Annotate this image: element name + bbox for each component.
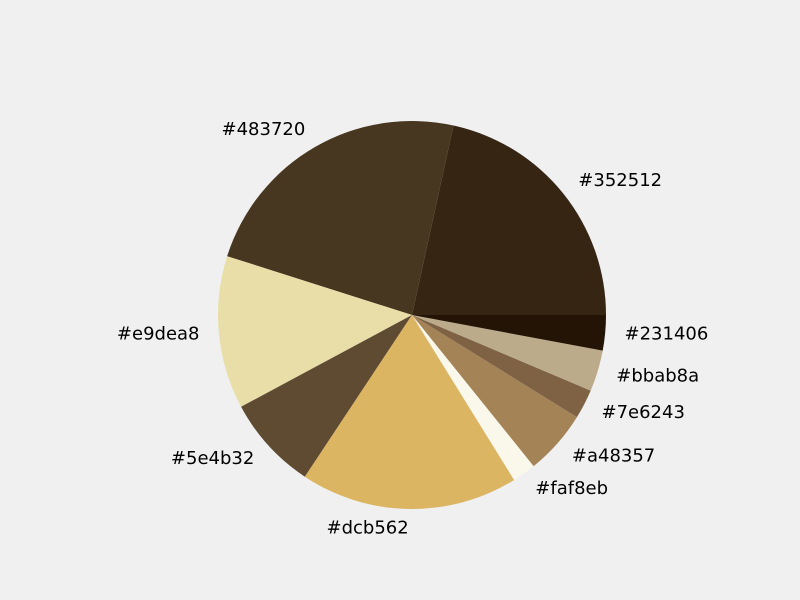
pie-slice [412, 315, 534, 480]
pie-slice [412, 315, 606, 351]
pie-slice-label: #e9dea8 [117, 324, 200, 345]
pie-slice [412, 315, 591, 418]
pie-slice-label: #a48357 [572, 445, 655, 466]
pie-slice-label: #dcb562 [327, 517, 409, 538]
pie-slices [217, 120, 606, 510]
pie-slice-label: #5e4b32 [171, 448, 254, 469]
pie-slice-label: #7e6243 [602, 402, 685, 423]
pie-slice [217, 256, 412, 407]
pie-slice-label: #bbab8a [616, 366, 699, 387]
pie-slice [241, 315, 412, 477]
pie-slice [304, 315, 515, 510]
pie-slice [412, 315, 577, 467]
pie-slice-label: #faf8eb [535, 478, 608, 499]
pie-slice-label: #483720 [222, 119, 306, 140]
pie-slice [412, 125, 606, 316]
pie-slice-label: #231406 [625, 324, 709, 345]
pie-labels: #352512 #483720 #e9dea8 #5e4b32 #dcb562 #faf8… [117, 119, 708, 538]
pie-slice [227, 120, 454, 315]
pie-slice-label: #352512 [578, 170, 662, 191]
pie-slice [412, 315, 603, 391]
